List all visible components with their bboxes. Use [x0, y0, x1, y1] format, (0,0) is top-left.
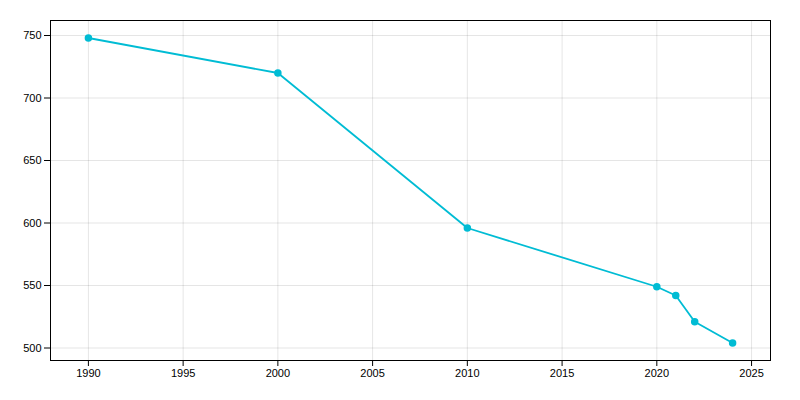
svg-text:600: 600 — [23, 217, 41, 229]
svg-text:750: 750 — [23, 29, 41, 41]
svg-text:2005: 2005 — [360, 367, 384, 379]
svg-text:2020: 2020 — [645, 367, 669, 379]
svg-text:2025: 2025 — [739, 367, 763, 379]
svg-text:2010: 2010 — [455, 367, 479, 379]
svg-text:2015: 2015 — [550, 367, 574, 379]
svg-text:1990: 1990 — [76, 367, 100, 379]
svg-text:650: 650 — [23, 154, 41, 166]
svg-text:700: 700 — [23, 92, 41, 104]
svg-text:500: 500 — [23, 342, 41, 354]
svg-text:550: 550 — [23, 279, 41, 291]
svg-text:2000: 2000 — [266, 367, 290, 379]
svg-text:1995: 1995 — [171, 367, 195, 379]
